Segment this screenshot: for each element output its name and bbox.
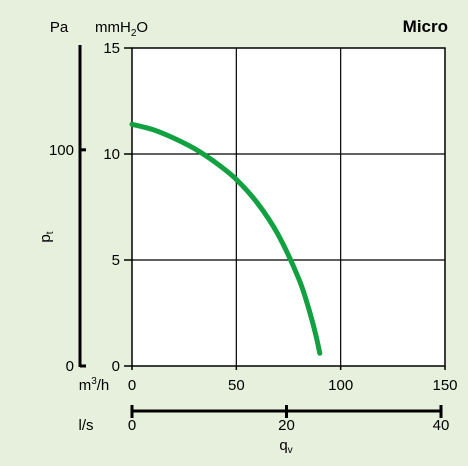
plot-area <box>131 47 446 367</box>
ls-axis: 0 20 40 <box>128 405 450 434</box>
mmh2o-tick-label: 5 <box>112 252 120 269</box>
pa-tick-label: 100 <box>49 142 74 159</box>
mmh2o-tick-label: 15 <box>103 40 120 57</box>
ls-tick-label: 20 <box>278 417 295 434</box>
m3h-tick-label: 50 <box>228 377 245 394</box>
m3h-unit-label: m3/h <box>79 376 110 394</box>
pa-axis: 0 100 <box>49 142 86 375</box>
pa-tick-label: 0 <box>66 358 74 375</box>
mmh2o-tick-label: 10 <box>103 146 120 163</box>
m3h-axis: 0 50 100 150 <box>128 366 458 394</box>
fan-curve-series <box>129 121 323 356</box>
mmh2o-axis: 0 5 10 15 <box>103 40 132 375</box>
y-axis-label: pt <box>37 231 56 242</box>
m3h-tick-label: 100 <box>328 377 353 394</box>
m3h-tick-label: 150 <box>432 377 457 394</box>
ls-tick-label: 40 <box>433 417 450 434</box>
ls-unit-label: l/s <box>79 417 94 434</box>
mmh2o-tick-label: 0 <box>112 358 120 375</box>
pa-unit-label: Pa <box>50 19 69 36</box>
x-axis-label: qv <box>279 437 292 456</box>
mmh2o-unit-label: mmH2O <box>95 19 148 39</box>
m3h-tick-label: 0 <box>128 377 136 394</box>
ls-tick-label: 0 <box>128 417 136 434</box>
chart-title: Micro <box>403 17 448 36</box>
